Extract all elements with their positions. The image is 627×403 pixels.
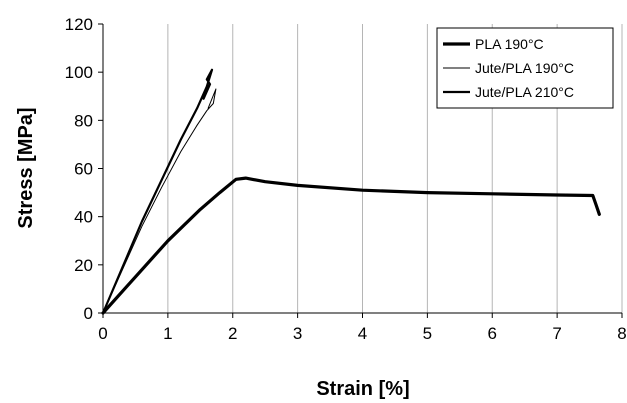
x-tick-label: 8 — [617, 324, 626, 343]
x-tick-label: 3 — [293, 324, 302, 343]
x-tick-label: 1 — [163, 324, 172, 343]
axes — [98, 23, 623, 318]
x-tick-label: 5 — [423, 324, 432, 343]
legend-label-1: Jute/PLA 190°C — [475, 60, 574, 76]
x-axis-title: Strain [%] — [316, 378, 409, 400]
series-line-1 — [102, 88, 217, 314]
y-tick-label: 120 — [65, 15, 93, 34]
y-tick-label: 60 — [74, 160, 93, 179]
y-tick-label: 100 — [65, 63, 93, 82]
y-axis-title: Stress [MPa] — [15, 107, 37, 228]
series-lines — [101, 68, 601, 315]
y-tick-label: 0 — [84, 304, 93, 323]
x-tick-label: 0 — [98, 324, 107, 343]
y-tick-label: 40 — [74, 208, 93, 227]
x-tick-label: 7 — [552, 324, 561, 343]
legend-label-0: PLA 190°C — [475, 36, 544, 52]
x-tick-label: 2 — [228, 324, 237, 343]
x-tick-labels: 0 1 2 3 4 5 6 7 8 — [98, 324, 626, 343]
y-tick-label: 20 — [74, 256, 93, 275]
legend-label-2: Jute/PLA 210°C — [475, 84, 574, 100]
y-tick-label: 80 — [74, 111, 93, 130]
series-line-0 — [101, 176, 601, 315]
y-tick-labels: 0 20 40 60 80 100 120 — [65, 15, 93, 323]
x-tick-label: 4 — [358, 324, 367, 343]
x-tick-label: 6 — [488, 324, 497, 343]
series-line-2 — [101, 68, 214, 315]
legend: PLA 190°C Jute/PLA 190°C Jute/PLA 210°C — [436, 27, 614, 109]
